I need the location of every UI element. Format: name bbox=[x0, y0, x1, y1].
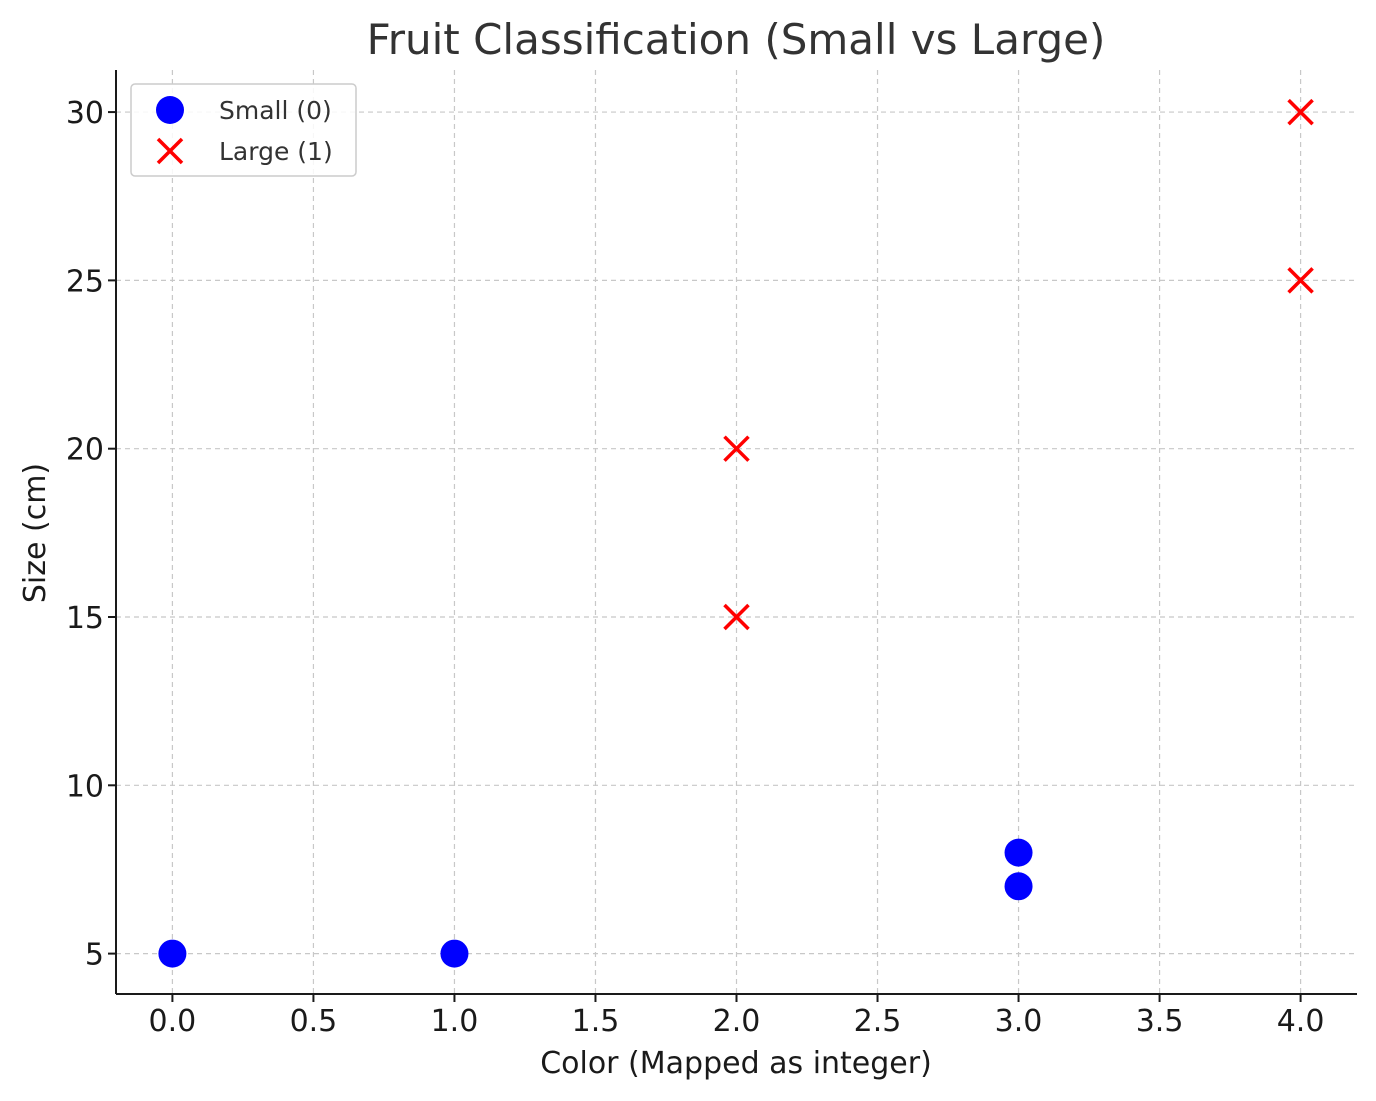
x-tick-label: 4.0 bbox=[1277, 1004, 1325, 1039]
legend-marker bbox=[156, 137, 184, 165]
legend-box bbox=[130, 83, 357, 177]
legend-label: Large (1) bbox=[219, 137, 333, 166]
y-tick-label: 5 bbox=[85, 938, 104, 973]
chart-title: Fruit Classification (Small vs Large) bbox=[367, 15, 1106, 64]
ticks: 0.0 0.5 1.0 1.5 2.0 2.5 3.0 3.5 4.0 5 10 15 20 25 30 bbox=[66, 96, 1325, 1039]
y-tick-label: 15 bbox=[66, 601, 104, 636]
legend-label: Small (0) bbox=[219, 96, 332, 125]
small-fruit-point bbox=[158, 939, 187, 968]
legend: Small (0) Large (1) bbox=[130, 83, 357, 177]
grid bbox=[116, 70, 1357, 994]
x-tick-label: 0.5 bbox=[290, 1004, 338, 1039]
y-tick-label: 25 bbox=[66, 264, 104, 299]
x-axis-label: Color (Mapped as integer) bbox=[540, 1046, 932, 1081]
x-tick-label: 0.0 bbox=[149, 1004, 197, 1039]
x-tick-label: 1.0 bbox=[431, 1004, 479, 1039]
y-axis-label: Size (cm) bbox=[18, 463, 53, 603]
large-fruit-point bbox=[723, 603, 750, 631]
legend-marker bbox=[156, 96, 184, 124]
y-tick-label: 10 bbox=[66, 769, 104, 804]
x-tick-label: 3.5 bbox=[1136, 1004, 1184, 1039]
y-tick-label: 30 bbox=[66, 96, 104, 131]
small-fruit-point bbox=[1004, 872, 1033, 901]
data-points bbox=[158, 98, 1314, 968]
y-tick-label: 20 bbox=[66, 433, 104, 468]
x-tick-label: 2.0 bbox=[713, 1004, 761, 1039]
small-fruit-point bbox=[440, 939, 469, 968]
small-fruit-point bbox=[1004, 838, 1033, 867]
x-tick-label: 1.5 bbox=[572, 1004, 620, 1039]
large-fruit-point bbox=[1287, 267, 1314, 294]
x-tick-label: 2.5 bbox=[854, 1004, 902, 1039]
large-fruit-point bbox=[1287, 98, 1314, 126]
large-fruit-point bbox=[723, 435, 750, 462]
x-tick-label: 3.0 bbox=[995, 1004, 1043, 1039]
